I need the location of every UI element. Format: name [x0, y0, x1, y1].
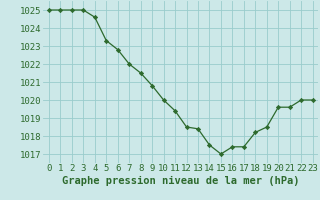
X-axis label: Graphe pression niveau de la mer (hPa): Graphe pression niveau de la mer (hPa) [62, 176, 300, 186]
